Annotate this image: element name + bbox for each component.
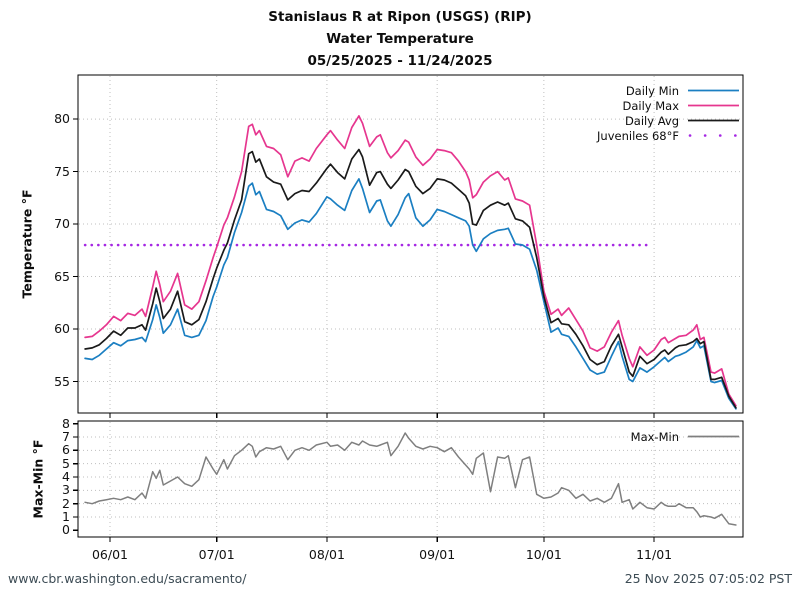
chart-title-line3: 05/25/2025 - 11/24/2025 (307, 53, 493, 69)
x-tick-label: 07/01 (198, 547, 235, 562)
legend-line-sample-juveniles (688, 134, 741, 137)
x-tick-label: 06/01 (91, 547, 129, 562)
y-tick-label-maxmin: 7 (62, 429, 70, 444)
footer-timestamp: 25 Nov 2025 07:05:02 PST (624, 571, 792, 586)
legend-row-maxmin: Max-Min (631, 429, 741, 444)
chart-title-line2: Water Temperature (326, 31, 474, 47)
daily-min-line (84, 178, 737, 410)
y-tick-label-temp: 55 (54, 373, 70, 389)
x-tick-label: 11/01 (636, 547, 673, 562)
legend-label-juveniles: Juveniles 68°F (597, 128, 679, 143)
legend-row-daily-min: Daily Min (597, 83, 741, 98)
y-tick-label-maxmin: 8 (62, 415, 70, 431)
legend-label-daily-min: Daily Min (625, 83, 679, 98)
y-tick-label-maxmin: 3 (62, 482, 70, 498)
y-tick-label-maxmin: 6 (62, 442, 70, 458)
y-tick-label-temp: 60 (54, 321, 70, 337)
footer-site-url: www.cbr.washington.edu/sacramento/ (8, 571, 247, 586)
legend-maxmin: Max-Min (631, 429, 741, 444)
plot-frame (77, 420, 744, 538)
legend-row-juveniles: Juveniles 68°F (597, 128, 741, 143)
chart-title-line1: Stanislaus R at Ripon (USGS) (RIP) (268, 9, 532, 25)
y-tick-label-maxmin: 4 (62, 469, 70, 484)
daily-max-line (84, 115, 737, 407)
x-tick-label: 10/01 (525, 547, 562, 562)
y-tick-label-temp: 75 (54, 163, 70, 179)
legend-label-daily-avg: Daily Avg (624, 113, 679, 128)
x-tick-label: 09/01 (419, 547, 456, 562)
y-tick-label-maxmin: 2 (62, 495, 70, 511)
y-tick-label-maxmin: 0 (62, 522, 70, 538)
daily-avg-line (84, 148, 737, 409)
legend-line-sample-daily-min (688, 89, 739, 92)
legend-line-sample-maxmin (688, 435, 739, 438)
y-tick-label-temp: 80 (54, 111, 70, 127)
legend-row-daily-avg: Daily Avg (597, 113, 741, 128)
legend-line-sample-daily-avg (688, 119, 739, 122)
y-tick-label-maxmin: 5 (62, 455, 70, 471)
chart-title: Stanislaus R at Ripon (USGS) (RIP) Water… (0, 6, 800, 72)
legend-label-maxmin: Max-Min (630, 429, 679, 444)
y-tick-label-temp: 70 (54, 216, 70, 232)
plot-frame (77, 74, 744, 414)
y-tick-label-temp: 65 (54, 268, 70, 284)
x-tick-label: 08/01 (308, 547, 345, 562)
y-tick-label-maxmin: 1 (62, 509, 70, 524)
max-min-line (84, 432, 737, 526)
legend-line-sample-daily-max (688, 104, 739, 107)
legend-main: Daily Min Daily Max Daily Avg Juveniles … (597, 83, 741, 143)
legend-row-daily-max: Daily Max (597, 98, 741, 113)
legend-label-daily-max: Daily Max (622, 98, 679, 113)
